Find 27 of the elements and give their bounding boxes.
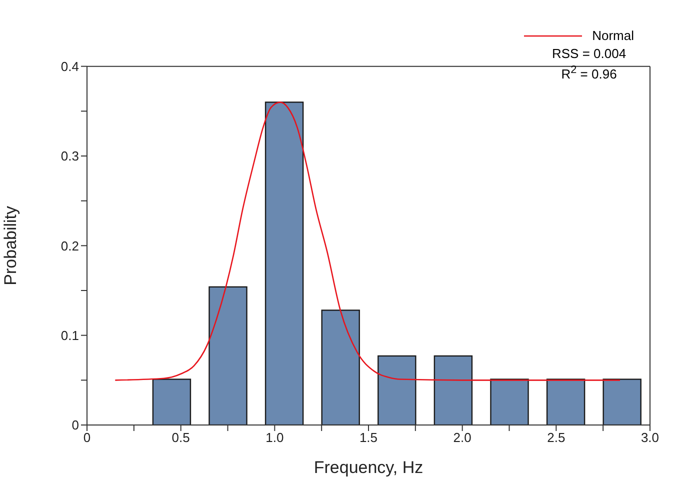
line-series bbox=[114, 102, 621, 381]
legend-label: Normal bbox=[592, 28, 634, 43]
x-tick-label: 2.0 bbox=[453, 430, 472, 446]
y-tick-label: 0 bbox=[72, 418, 79, 433]
y-axis-title: Probability bbox=[1, 205, 20, 286]
bar bbox=[321, 310, 360, 425]
y-tick-label: 0.3 bbox=[60, 148, 79, 164]
bar bbox=[208, 286, 248, 425]
x-tick-label: 1.0 bbox=[266, 430, 284, 446]
annotation: R$^{2}$ = 0.96 bbox=[561, 64, 617, 82]
x-tick-label: 3.0 bbox=[640, 430, 660, 446]
y-tick-label: 0.2 bbox=[60, 238, 79, 254]
x-tick-label: 0 bbox=[83, 430, 91, 446]
x-tick-label: 2.5 bbox=[547, 430, 566, 446]
x-tick-label: 0.5 bbox=[172, 430, 190, 446]
bar bbox=[434, 355, 473, 425]
x-tick-label: 1.5 bbox=[359, 430, 378, 446]
bar bbox=[152, 378, 192, 425]
text: RSS = 0.004 bbox=[552, 46, 626, 61]
bar bbox=[490, 378, 529, 425]
bar bbox=[378, 355, 416, 425]
bar bbox=[602, 378, 642, 425]
bar bbox=[546, 378, 586, 425]
x-axis-title: Frequency, Hz bbox=[314, 458, 424, 477]
y-tick-label: 0.4 bbox=[60, 58, 79, 74]
bar bbox=[264, 102, 304, 425]
y-tick-label: 0.1 bbox=[60, 328, 79, 343]
